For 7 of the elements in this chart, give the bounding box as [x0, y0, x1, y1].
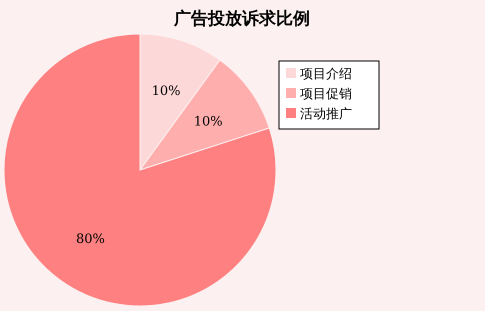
data-label: 80% [76, 232, 105, 248]
legend-label: 项目促销 [300, 87, 352, 102]
legend-label: 活动推广 [300, 107, 352, 122]
chart-title: 广告投放诉求比例 [173, 9, 310, 29]
data-label: 10% [152, 84, 181, 99]
data-label: 10% [194, 114, 223, 130]
legend-label: 项目介绍 [300, 67, 352, 82]
